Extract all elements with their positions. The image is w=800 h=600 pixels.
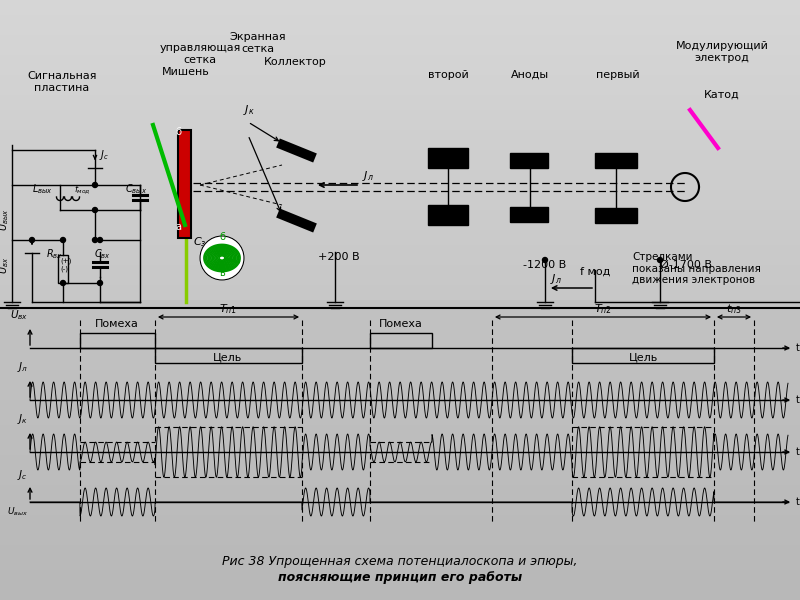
- Bar: [595, 153, 637, 168]
- Text: Экранная
сетка: Экранная сетка: [230, 32, 286, 54]
- Text: Ø-1700 В: Ø-1700 В: [660, 260, 712, 270]
- Text: t: t: [796, 447, 800, 457]
- Bar: [572, 348, 714, 363]
- Text: Цель: Цель: [214, 352, 242, 362]
- Circle shape: [542, 257, 547, 263]
- Text: а: а: [175, 222, 181, 232]
- Text: $J_л$: $J_л$: [550, 272, 562, 286]
- Text: t: t: [796, 395, 800, 405]
- Text: -1200 В: -1200 В: [523, 260, 566, 270]
- Circle shape: [658, 257, 662, 263]
- Text: $U_{вых}$: $U_{вых}$: [7, 506, 28, 518]
- Text: Аноды: Аноды: [511, 70, 549, 80]
- Text: $C_з$: $C_з$: [193, 235, 206, 249]
- Bar: [155, 348, 302, 363]
- Text: Цель: Цель: [628, 352, 658, 362]
- Text: $L_{вых}$: $L_{вых}$: [31, 182, 53, 196]
- Circle shape: [98, 238, 102, 242]
- Text: второй: второй: [428, 70, 468, 80]
- Bar: [595, 208, 637, 223]
- Text: t: t: [796, 343, 800, 353]
- Text: Сигнальная
пластина: Сигнальная пластина: [27, 71, 97, 93]
- Text: $C_{вых}$: $C_{вых}$: [125, 182, 147, 196]
- Text: $f_{мод}$: $f_{мод}$: [74, 184, 90, 196]
- Bar: [178, 130, 191, 238]
- Circle shape: [98, 280, 102, 286]
- Text: $R_{вх}$: $R_{вх}$: [46, 247, 62, 261]
- Text: поясняющие принцип его работы: поясняющие принцип его работы: [278, 571, 522, 584]
- Text: $T_{п2}$: $T_{п2}$: [594, 302, 612, 316]
- Bar: [58, 255, 68, 283]
- Text: $T_{п1}$: $T_{п1}$: [219, 302, 237, 316]
- Text: в: в: [219, 268, 225, 278]
- Bar: [370, 333, 432, 348]
- Text: $U_{вх}$: $U_{вх}$: [10, 308, 28, 322]
- Bar: [428, 205, 468, 225]
- Text: б: б: [219, 232, 225, 242]
- Circle shape: [30, 238, 34, 242]
- Text: (-): (-): [60, 266, 68, 272]
- Text: $J_к$: $J_к$: [17, 412, 28, 426]
- Text: первый: первый: [596, 70, 640, 80]
- Text: Модулирующий
электрод: Модулирующий электрод: [675, 41, 769, 63]
- Text: +200 В: +200 В: [318, 252, 360, 262]
- Bar: [510, 153, 548, 168]
- Text: $U_{вх}$: $U_{вх}$: [0, 256, 11, 274]
- Circle shape: [61, 280, 66, 286]
- Bar: [80, 333, 155, 348]
- Text: управляющая
сетка: управляющая сетка: [159, 43, 241, 65]
- Text: $J_л$: $J_л$: [17, 360, 28, 374]
- Text: Рис 38 Упрощенная схема потенциалоскопа и эпюры,: Рис 38 Упрощенная схема потенциалоскопа …: [222, 556, 578, 569]
- Circle shape: [93, 208, 98, 212]
- Text: $U_{вых}$: $U_{вых}$: [0, 209, 11, 231]
- Text: Мишень: Мишень: [162, 67, 210, 77]
- Text: Помеха: Помеха: [95, 319, 139, 329]
- Bar: [428, 148, 468, 168]
- Text: t: t: [796, 497, 800, 507]
- Text: Стрелками
показаны направления
движения электронов: Стрелками показаны направления движения …: [632, 252, 761, 285]
- Text: Коллектор: Коллектор: [264, 57, 326, 67]
- Text: $J_с$: $J_с$: [99, 148, 109, 162]
- Circle shape: [61, 238, 66, 242]
- Text: (+): (+): [60, 258, 71, 265]
- Circle shape: [93, 238, 98, 242]
- Text: Катод: Катод: [704, 90, 740, 100]
- Bar: [510, 207, 548, 222]
- Text: $J_к$: $J_к$: [243, 103, 254, 117]
- Text: $C_{вх}$: $C_{вх}$: [94, 247, 111, 261]
- Text: Помеха: Помеха: [379, 319, 423, 329]
- Text: б: б: [175, 127, 181, 137]
- Circle shape: [200, 236, 244, 280]
- Text: f мод: f мод: [580, 267, 610, 277]
- Text: $J_л$: $J_л$: [362, 169, 374, 183]
- Text: $J_с$: $J_с$: [18, 468, 28, 482]
- Circle shape: [93, 182, 98, 187]
- Text: $t_{п3}$: $t_{п3}$: [726, 302, 742, 316]
